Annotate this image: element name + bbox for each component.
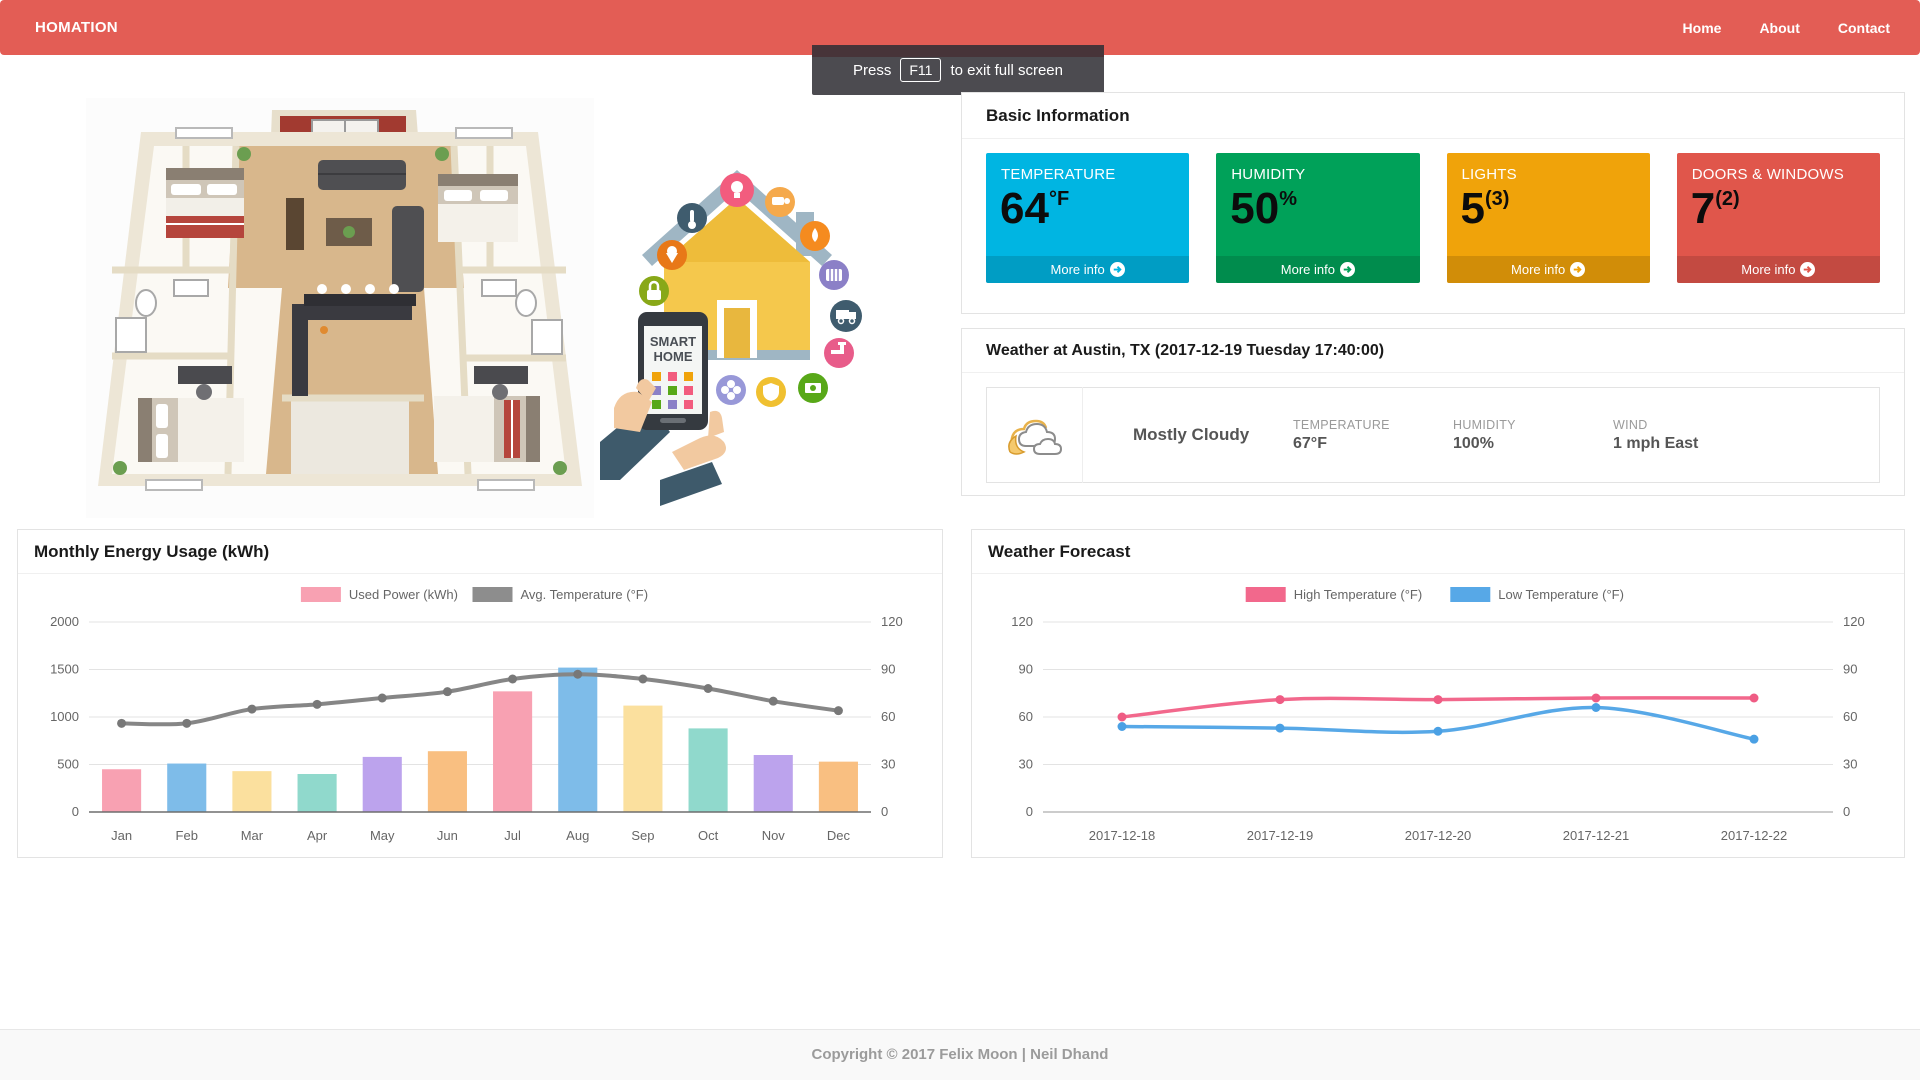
tile-value: 64°F [1000, 184, 1070, 233]
basic-information-title: Basic Information [962, 93, 1904, 139]
arrow-circle-icon [1109, 262, 1125, 277]
weather-icon-box [987, 387, 1083, 483]
brand-logo[interactable]: HOMATION [35, 19, 118, 36]
toast-suffix-text: to exit full screen [950, 61, 1063, 79]
svg-text:High Temperature (°F): High Temperature (°F) [1294, 587, 1423, 602]
weather-condition: Mostly Cloudy [1133, 425, 1250, 444]
weather-stat-humidity: HUMIDITY 100% [1453, 417, 1516, 452]
nav-link-about[interactable]: About [1759, 19, 1800, 36]
info-tiles: TEMPERATURE 64°F More info HUMIDITY 50% … [962, 139, 1904, 283]
svg-text:500: 500 [57, 757, 79, 772]
weather-stat-temperature: TEMPERATURE 67°F [1293, 417, 1390, 452]
svg-text:May: May [370, 828, 395, 843]
svg-text:Oct: Oct [698, 828, 719, 843]
svg-text:60: 60 [1019, 709, 1033, 724]
weather-forecast-panel: Weather Forecast High Temperature (°F) Lo… [971, 529, 1905, 858]
svg-text:120: 120 [1011, 614, 1033, 629]
svg-text:Aug: Aug [566, 828, 589, 843]
fullscreen-exit-toast: Press F11 to exit full screen [812, 45, 1104, 95]
svg-text:1500: 1500 [50, 662, 79, 677]
f11-keycap: F11 [900, 58, 942, 82]
svg-text:Jul: Jul [504, 828, 521, 843]
arrow-circle-icon [1800, 262, 1816, 277]
tile-label: LIGHTS [1461, 166, 1517, 183]
svg-text:30: 30 [881, 757, 895, 772]
more-info-link[interactable]: More info [1676, 256, 1880, 283]
svg-text:2017-12-21: 2017-12-21 [1563, 828, 1630, 843]
page-footer: Copyright © 2017 Felix Moon | Neil Dhand [0, 1029, 1920, 1080]
forecast-chart: High Temperature (°F) Low Temperature (°F… [1011, 587, 1865, 843]
svg-text:120: 120 [1843, 614, 1865, 629]
energy-usage-panel: Monthly Energy Usage (kWh) Used Power (k… [17, 529, 943, 858]
more-info-link[interactable]: More info [1446, 256, 1650, 283]
floor-plan-image [98, 110, 582, 491]
svg-text:Jan: Jan [111, 828, 132, 843]
svg-text:60: 60 [1843, 709, 1857, 724]
tile-label: DOORS & WINDOWS [1691, 166, 1844, 183]
svg-text:Low Temperature (°F): Low Temperature (°F) [1498, 587, 1624, 602]
basic-information-panel: Basic Information TEMPERATURE 64°F More … [961, 92, 1905, 314]
svg-text:Jun: Jun [437, 828, 458, 843]
lights-tile: LIGHTS 5(3) More info [1446, 153, 1650, 283]
svg-text:Dec: Dec [827, 828, 851, 843]
smart-home-illustration: SMART HOME [600, 170, 862, 506]
weather-now-title: Weather at Austin, TX (2017-12-19 Tuesda… [962, 329, 1904, 373]
temperature-tile: TEMPERATURE 64°F More info [986, 153, 1190, 283]
more-info-link[interactable]: More info [986, 256, 1190, 283]
weather-forecast-title: Weather Forecast [972, 530, 1904, 574]
doors-windows-tile: DOORS & WINDOWS 7(2) More info [1676, 153, 1880, 283]
svg-text:0: 0 [1026, 804, 1033, 819]
svg-text:90: 90 [881, 662, 895, 677]
mostly-cloudy-icon [1007, 419, 1062, 455]
svg-text:0: 0 [881, 804, 888, 819]
svg-text:1000: 1000 [50, 709, 79, 724]
energy-usage-title: Monthly Energy Usage (kWh) [18, 530, 942, 574]
tile-label: HUMIDITY [1231, 166, 1306, 183]
svg-text:30: 30 [1019, 757, 1033, 772]
more-info-link[interactable]: More info [1216, 256, 1420, 283]
svg-text:Mar: Mar [241, 828, 264, 843]
weather-now-panel: Weather at Austin, TX (2017-12-19 Tuesda… [961, 328, 1905, 496]
tile-label: TEMPERATURE [1001, 166, 1116, 183]
svg-text:Used Power (kWh): Used Power (kWh) [349, 587, 458, 602]
svg-text:0: 0 [72, 804, 79, 819]
svg-text:2017-12-19: 2017-12-19 [1247, 828, 1314, 843]
svg-text:Sep: Sep [631, 828, 654, 843]
home-visuals: SMART HOME [86, 98, 960, 518]
svg-text:0: 0 [1843, 804, 1850, 819]
copyright-text: Copyright © 2017 Felix Moon | Neil Dhand [811, 1046, 1109, 1063]
svg-text:30: 30 [1843, 757, 1857, 772]
svg-text:Nov: Nov [762, 828, 786, 843]
svg-text:90: 90 [1843, 662, 1857, 677]
weather-now-box: Mostly Cloudy TEMPERATURE 67°F HUMIDITY … [986, 387, 1880, 483]
svg-text:2000: 2000 [50, 614, 79, 629]
svg-text:90: 90 [1019, 662, 1033, 677]
tile-value: 5(3) [1460, 184, 1510, 233]
phone-text-line1: SMART [650, 334, 696, 349]
tile-value: 7(2) [1690, 184, 1740, 233]
weather-stat-wind: WIND 1 mph East [1613, 417, 1699, 452]
svg-text:60: 60 [881, 709, 895, 724]
phone-text-line2: HOME [654, 349, 693, 364]
energy-chart: Used Power (kWh) Avg. Temperature (°F) 0 0 5… [50, 587, 903, 843]
svg-text:2017-12-20: 2017-12-20 [1405, 828, 1472, 843]
toast-press-text: Press [853, 61, 892, 79]
svg-text:2017-12-18: 2017-12-18 [1089, 828, 1156, 843]
svg-text:120: 120 [881, 614, 903, 629]
svg-text:Feb: Feb [176, 828, 198, 843]
svg-text:Apr: Apr [307, 828, 328, 843]
svg-text:2017-12-22: 2017-12-22 [1721, 828, 1788, 843]
arrow-circle-icon [1570, 262, 1586, 277]
nav-link-home[interactable]: Home [1682, 19, 1722, 36]
svg-text:Avg. Temperature (°F): Avg. Temperature (°F) [521, 587, 649, 602]
nav-links: Home About Contact [1683, 0, 1890, 55]
nav-link-contact[interactable]: Contact [1837, 19, 1890, 36]
humidity-tile: HUMIDITY 50% More info [1216, 153, 1420, 283]
tile-value: 50% [1230, 184, 1297, 233]
arrow-circle-icon [1339, 262, 1355, 277]
